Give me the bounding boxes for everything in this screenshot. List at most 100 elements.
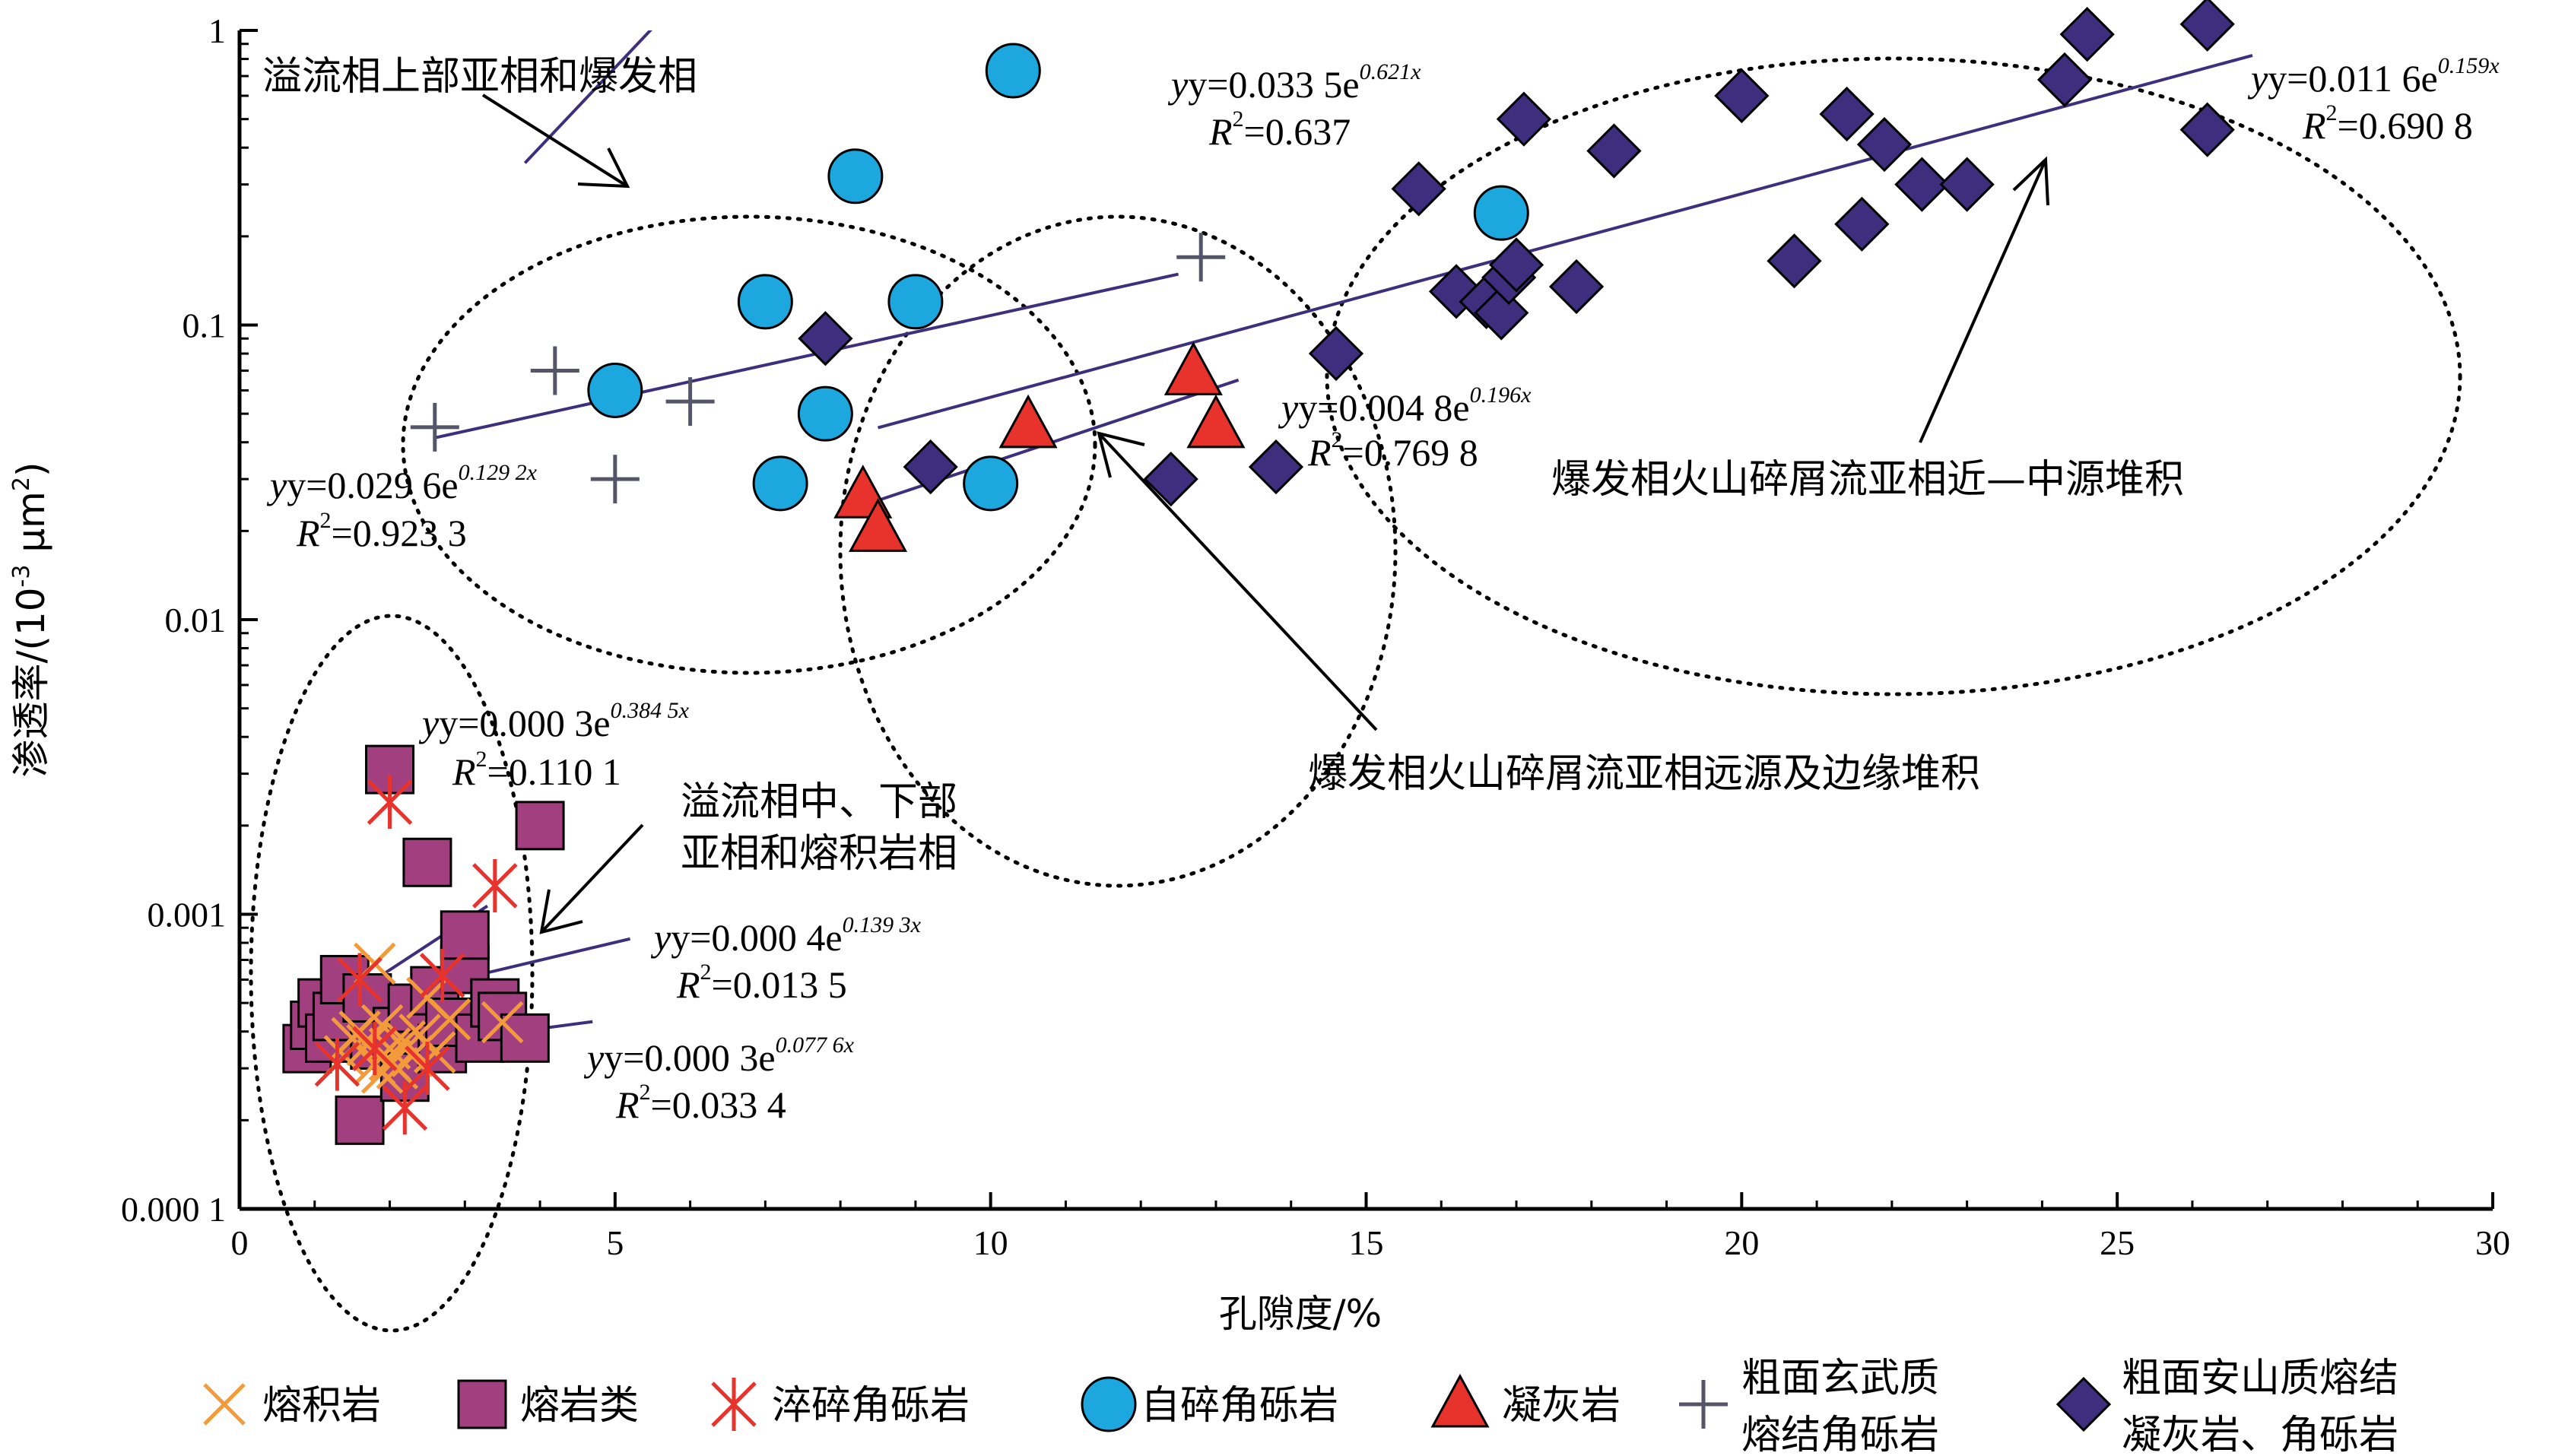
- legend-label-tuff: 凝灰岩: [1502, 1383, 1621, 1429]
- legend-symbol-asterisk: [711, 1378, 757, 1431]
- data-point-x: [383, 1020, 427, 1063]
- data-point-circle: [827, 148, 884, 205]
- data-point-diamond: [1248, 439, 1304, 495]
- fit-eq-4: yy=0.011 6e0.159x: [2247, 53, 2500, 100]
- legend-symbol-diamond: [2055, 1376, 2112, 1432]
- data-point-diamond: [1143, 451, 1198, 507]
- series-triangle: [833, 341, 1246, 552]
- legend-item-trachyandesitic-welded-tuff: 粗面安山质熔结 凝灰岩、角砾岩: [2055, 1356, 2398, 1456]
- fit-equations: yy=0.033 5e0.621x R2=0.637 yy=0.029 6e0.…: [266, 53, 2500, 1126]
- legend-marker-triangle: [1430, 1373, 1490, 1428]
- legend-marker-diamond: [2055, 1376, 2112, 1432]
- legend-symbol-square: [457, 1379, 507, 1429]
- region-ellipses: [249, 56, 2462, 1333]
- arrow-distal-facies: [1097, 432, 1378, 731]
- data-point-diamond: [1714, 68, 1770, 124]
- series-diamond: [798, 0, 2235, 507]
- data-point-diamond: [1474, 285, 1529, 341]
- fit-r2-2: R2=0.923 3: [296, 508, 467, 554]
- legend-symbol-plus: [1679, 1380, 1728, 1429]
- annotation-arrows: [481, 94, 2049, 934]
- x-tick-label: 15: [1349, 1223, 1384, 1262]
- data-point-x: [481, 1001, 524, 1044]
- fit-r2-3: R2=0.769 8: [1307, 427, 1478, 474]
- legend-label-trachybasaltic-line1: 粗面玄武质: [1741, 1356, 1939, 1401]
- ellipse-lower-subfacies: [249, 614, 535, 1333]
- data-point-x: [360, 1052, 404, 1094]
- fit-lines: [313, 30, 2253, 1061]
- y-tick-label: 0.001: [148, 896, 227, 934]
- data-point-x: [414, 1031, 456, 1074]
- legend-item-quench-breccia: 淬碎角砾岩: [711, 1378, 970, 1431]
- series-asterisk: [314, 776, 518, 1135]
- data-point-asterisk: [337, 953, 383, 1007]
- axes: 0 5 10 15 20 25 30 0.000 1 0.001 0.01 0.1 1: [121, 11, 2510, 1262]
- arrow-upper-subfacies: [481, 94, 629, 188]
- data-point-circle: [985, 43, 1041, 99]
- data-point-triangle: [1186, 394, 1246, 449]
- data-point-square: [402, 837, 452, 887]
- data-point-diamond: [798, 311, 853, 366]
- x-ticks: 0 5 10 15 20 25 30: [231, 1192, 2510, 1262]
- data-point-diamond: [1496, 91, 1552, 147]
- data-point-diamond: [1586, 123, 1642, 179]
- fit-eq-6: yy=0.000 4e0.139 3x: [650, 912, 922, 959]
- y-tick-label: 0.1: [183, 306, 227, 345]
- legend: 熔积岩 熔岩类 淬碎角砾岩 自碎角砾岩 凝灰岩 粗面玄武质 熔结角砾岩 粗面安山…: [203, 1356, 2398, 1456]
- arrowhead-upper-subfacies: [577, 148, 630, 189]
- x-tick-label: 5: [606, 1223, 624, 1262]
- data-point-square: [335, 1095, 385, 1145]
- series-plus: [410, 233, 1226, 504]
- data-point-triangle: [998, 394, 1058, 449]
- legend-label-trachyandesitic-line1: 粗面安山质熔结: [2122, 1356, 2398, 1401]
- ellipse-upper-subfacies: [401, 214, 1097, 675]
- data-point-triangle: [1163, 341, 1223, 395]
- data-point-diamond: [1391, 161, 1446, 217]
- data-point-asterisk: [367, 776, 413, 830]
- legend-label-trachybasaltic-line2: 熔结角砾岩: [1741, 1413, 1939, 1456]
- y-tick-label: 0.01: [165, 601, 227, 639]
- arrow-proximal-facies: [1919, 159, 2047, 443]
- fit-r2-1: R2=0.637: [1208, 106, 1351, 153]
- data-point-circle: [737, 274, 793, 330]
- data-point-diamond: [1894, 157, 1950, 212]
- annotation-distal-facies: 爆发相火山碎屑流亚相远源及边缘堆积: [1308, 751, 1980, 797]
- data-point-diamond: [1548, 259, 1605, 315]
- data-point-asterisk: [352, 1022, 398, 1076]
- arrowhead-proximal-facies: [2012, 156, 2049, 206]
- ellipse-distal-facies: [838, 214, 1398, 888]
- fit-line-4: [877, 53, 2253, 430]
- annotation-upper-subfacies: 溢流相上部亚相和爆发相: [262, 54, 697, 100]
- data-point-asterisk: [382, 1081, 428, 1135]
- y-ticks: 0.000 1 0.001 0.01 0.1 1: [121, 11, 258, 1229]
- annotation-proximal-facies: 爆发相火山碎屑流亚相近—中源堆积: [1551, 457, 2184, 503]
- series-circle: [587, 43, 1529, 512]
- data-point-circle: [797, 385, 853, 442]
- fit-eq-5: yy=0.000 3e0.384 5x: [418, 698, 690, 744]
- legend-label-fused-volcaniclastic: 熔积岩: [262, 1383, 381, 1429]
- legend-symbol-circle: [1081, 1376, 1137, 1432]
- data-point-square: [515, 801, 565, 851]
- ellipse-proximal-facies: [1325, 56, 2462, 696]
- data-point-diamond: [903, 439, 958, 495]
- fit-r2-7: R2=0.033 4: [615, 1080, 786, 1126]
- legend-label-trachyandesitic-line2: 凝灰岩、角砾岩: [2122, 1413, 2398, 1456]
- data-point-diamond: [1308, 325, 1364, 382]
- legend-label-autoclastic-breccia: 自碎角砾岩: [1141, 1383, 1338, 1429]
- fit-line-2: [434, 272, 1179, 439]
- legend-symbol-triangle: [1430, 1373, 1490, 1428]
- legend-marker-asterisk: [711, 1378, 757, 1431]
- arrowhead-distal-facies: [1097, 431, 1145, 478]
- data-point-circle: [963, 455, 1019, 512]
- legend-marker-plus: [1679, 1380, 1728, 1429]
- data-point-circle: [587, 362, 643, 418]
- data-point-square: [500, 1013, 550, 1063]
- arrowhead-lower-subfacies: [539, 889, 583, 934]
- data-point-plus: [530, 346, 579, 395]
- fit-eq-2: yy=0.029 6e0.129 2x: [266, 460, 538, 506]
- data-point-diamond: [1856, 116, 1913, 173]
- data-point-circle: [752, 455, 808, 512]
- fit-eq-7: yy=0.000 3e0.077 6x: [583, 1033, 855, 1079]
- data-point-asterisk: [419, 948, 465, 1002]
- data-point-square: [440, 910, 490, 960]
